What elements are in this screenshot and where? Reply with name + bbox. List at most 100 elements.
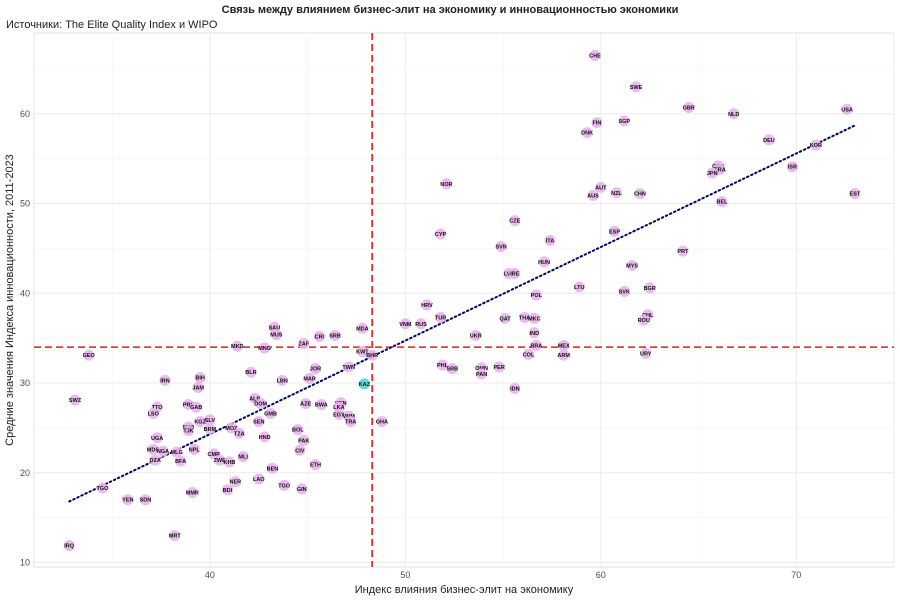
data-point: RUS	[415, 318, 427, 330]
point-label: AZE	[300, 402, 311, 408]
point-marker	[493, 361, 505, 373]
point-label: JAM	[192, 386, 204, 392]
point-label: EGY	[333, 412, 345, 418]
data-point: MUS	[270, 329, 283, 341]
data-point: COL	[523, 348, 535, 360]
data-point: TGO	[278, 479, 291, 491]
data-point: EST	[849, 188, 861, 200]
data-point: BRM	[204, 423, 217, 435]
point-label: LKA	[333, 405, 344, 411]
point-marker	[476, 368, 488, 380]
point-label: POL	[531, 293, 543, 299]
point-marker	[253, 473, 265, 485]
point-label: MEX	[558, 343, 570, 349]
point-label: MMR	[186, 491, 199, 497]
point-marker	[329, 329, 341, 341]
grid	[33, 32, 895, 568]
point-marker	[194, 416, 206, 428]
point-marker	[225, 422, 237, 434]
point-marker	[83, 349, 95, 361]
point-marker	[530, 339, 542, 351]
point-label: PAK	[298, 438, 309, 444]
point-marker	[151, 432, 163, 444]
point-marker	[581, 127, 593, 139]
point-marker	[182, 425, 194, 437]
point-label: GHA	[376, 420, 388, 426]
data-point: HND	[259, 431, 271, 443]
data-point: BIH	[194, 372, 206, 384]
point-label: ROU	[638, 318, 650, 324]
data-point: MLG	[171, 446, 183, 458]
point-marker	[626, 259, 638, 271]
point-label: KAZ	[359, 382, 371, 388]
point-marker	[313, 330, 325, 342]
point-marker	[186, 487, 198, 499]
point-marker	[530, 289, 542, 301]
point-marker	[440, 178, 452, 190]
point-label: MOZ	[225, 426, 238, 432]
point-label: PRT	[677, 249, 689, 255]
data-point: SGP	[618, 115, 630, 127]
point-marker	[591, 117, 603, 129]
data-point: ETH	[309, 459, 321, 471]
point-marker	[523, 348, 534, 360]
point-label: VNM	[399, 322, 412, 328]
point-marker	[159, 374, 171, 386]
data-point: JPN	[706, 167, 718, 179]
data-point: MOZ	[225, 422, 238, 434]
point-marker	[589, 49, 601, 61]
point-label: HND	[259, 435, 271, 441]
point-label: SGP	[618, 119, 630, 125]
data-point: CHE	[589, 49, 601, 61]
axes: 40 50 60 70 10 20 30 40 50 60	[20, 109, 801, 580]
point-label: SVK	[619, 289, 630, 295]
point-label: RUS	[415, 322, 427, 328]
point-label: FIN	[592, 121, 601, 127]
data-point: NLD	[728, 108, 739, 120]
data-point: MYS	[626, 259, 638, 271]
point-label: BEL	[717, 200, 729, 206]
point-label: ISR	[788, 165, 797, 171]
point-label: YEN	[122, 498, 133, 504]
data-point: ISR	[786, 161, 798, 173]
data-point: JOR	[310, 363, 321, 375]
point-marker	[509, 215, 521, 227]
point-label: MUS	[270, 333, 283, 339]
data-point: EGY	[333, 408, 345, 420]
point-marker	[528, 312, 540, 324]
point-label: GIN	[297, 487, 307, 493]
point-marker	[149, 454, 161, 466]
data-point: IDN	[509, 382, 521, 394]
point-label: DEU	[763, 138, 775, 144]
point-marker	[415, 318, 427, 330]
point-marker	[96, 482, 108, 494]
data-point: KGZ	[194, 416, 207, 428]
point-label: TRA	[345, 420, 356, 426]
y-tick-label: 30	[20, 378, 30, 388]
y-tick-label: 40	[20, 288, 30, 298]
point-label: ITA	[546, 238, 554, 244]
point-marker	[358, 378, 370, 390]
data-point: GMB	[264, 408, 277, 420]
data-point: ARM	[557, 349, 570, 361]
data-point: IRN	[159, 374, 171, 386]
point-marker	[229, 476, 241, 488]
point-label: CMR	[208, 452, 221, 458]
data-point: CYP	[435, 228, 447, 240]
data-point: BEL	[716, 196, 729, 208]
point-marker	[446, 363, 458, 375]
point-label: UKR	[470, 333, 482, 339]
point-label: MLG	[171, 450, 183, 456]
data-point: CZE	[509, 215, 521, 227]
point-marker	[192, 382, 204, 394]
point-marker	[147, 408, 159, 420]
point-label: LBN	[277, 378, 288, 384]
point-label: BOL	[292, 428, 304, 434]
point-label: MKC	[528, 316, 541, 322]
point-label: MRT	[169, 534, 182, 540]
point-label: GAB	[190, 405, 202, 411]
x-axis-title: Индекс влияния бизнес-элит на экономику	[355, 584, 574, 596]
data-point: MRT	[169, 530, 182, 542]
point-label: IDN	[510, 386, 520, 392]
data-point: KAZ	[358, 378, 371, 390]
